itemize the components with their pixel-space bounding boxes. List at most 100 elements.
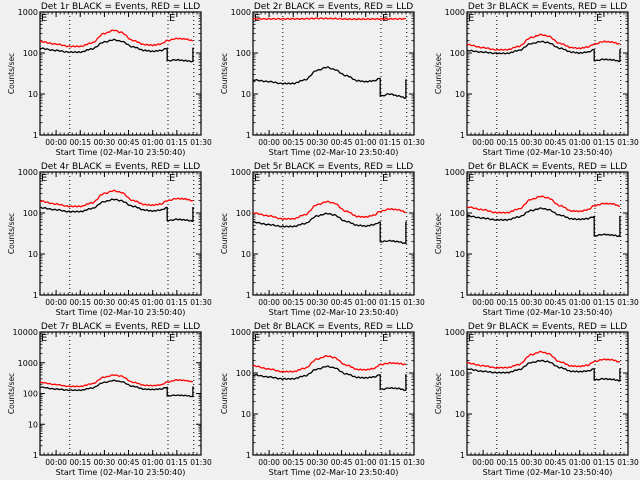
e-marker-label: E — [41, 13, 47, 24]
y-tick-label: 100 — [23, 390, 38, 399]
series-events-line — [40, 38, 194, 63]
x-tick-label: 00:45 — [331, 138, 353, 147]
x-tick-label: 01:15 — [593, 138, 615, 147]
x-tick-label: 00:45 — [118, 458, 140, 467]
x-tick-label: 01:00 — [355, 138, 377, 147]
e-marker-label: E — [596, 173, 602, 184]
e-marker-label: E — [254, 173, 260, 184]
x-tick-label: 00:00 — [258, 138, 280, 147]
series-lld-line — [466, 33, 621, 51]
series-lld-line — [40, 189, 193, 208]
series-lld-line — [39, 374, 193, 388]
x-tick-label: 00:15 — [282, 298, 304, 307]
y-tick-label: 1 — [246, 131, 251, 140]
series-events-line — [466, 40, 621, 63]
y-axis-label: Counts/sec — [220, 373, 229, 414]
plot-frame — [466, 331, 629, 456]
x-axis-label: Start Time (02-Mar-10 23:50:40) — [269, 148, 399, 157]
x-axis-label: Start Time (02-Mar-10 23:50:40) — [56, 308, 186, 317]
x-tick-label: 00:45 — [545, 298, 567, 307]
x-tick-label: 00:30 — [521, 298, 543, 307]
x-tick-label: 00:15 — [282, 138, 304, 147]
y-tick-label: 10 — [241, 250, 251, 259]
chart-panel: Det 5r BLACK = Events, RED = LLD 1 10 100 10… — [220, 162, 425, 317]
x-tick-label: 00:30 — [94, 298, 116, 307]
x-tick-label: 01:30 — [617, 138, 639, 147]
chart-title: Det 6r BLACK = Events, RED = LLD — [468, 162, 627, 172]
series-lld-line — [40, 29, 194, 48]
x-tick-label: 01:30 — [403, 458, 425, 467]
y-tick-label: 1000 — [445, 168, 465, 177]
e-marker-label: E — [468, 173, 474, 184]
y-tick-label: 1 — [33, 131, 38, 140]
y-axis-label: Counts/sec — [7, 213, 16, 254]
e-marker-label: E — [468, 13, 474, 24]
x-tick-label: 00:15 — [496, 458, 518, 467]
plot-frame — [252, 11, 415, 136]
x-axis-label: Start Time (02-Mar-10 23:50:40) — [483, 148, 613, 157]
y-tick-label: 1000 — [445, 8, 465, 17]
e-marker-label: E — [169, 13, 175, 24]
x-tick-label: 00:15 — [69, 138, 91, 147]
x-tick-label: 01:00 — [569, 138, 591, 147]
x-tick-label: 00:45 — [331, 298, 353, 307]
series-lld-line — [466, 350, 621, 369]
x-tick-label: 00:15 — [282, 458, 304, 467]
y-tick-label: 1 — [460, 131, 465, 140]
y-tick-label: 1000 — [445, 328, 465, 337]
x-tick-label: 00:15 — [69, 298, 91, 307]
series-lld-line — [252, 17, 407, 21]
plot-frame — [252, 331, 415, 456]
chart-title: Det 8r BLACK = Events, RED = LLD — [254, 322, 413, 332]
e-marker-label: E — [41, 333, 47, 344]
chart-panel: Det 3r BLACK = Events, RED = LLD 1 10 100 10… — [434, 2, 639, 157]
e-marker-label: E — [382, 333, 388, 344]
y-tick-label: 100 — [236, 369, 251, 378]
x-tick-label: 00:00 — [45, 458, 67, 467]
x-axis-label: Start Time (02-Mar-10 23:50:40) — [269, 308, 399, 317]
e-marker-label: E — [254, 13, 260, 24]
y-tick-label: 100 — [23, 49, 38, 58]
series-events-line — [39, 379, 194, 398]
e-marker-label: E — [382, 173, 388, 184]
y-tick-label: 1000 — [18, 8, 38, 17]
y-tick-label: 100 — [236, 209, 251, 218]
chart-panel: Det 6r BLACK = Events, RED = LLD 1 10 100 10… — [434, 162, 639, 317]
series-events-line — [252, 212, 407, 245]
x-tick-label: 00:00 — [258, 458, 280, 467]
y-tick-label: 100 — [450, 209, 465, 218]
chart-panel: Det 7r BLACK = Events, RED = LLD 1 10 100 10… — [7, 322, 212, 477]
series-events-line — [466, 359, 621, 382]
y-tick-label: 10 — [28, 90, 38, 99]
x-tick-label: 00:00 — [258, 298, 280, 307]
x-tick-label: 01:15 — [379, 138, 401, 147]
y-tick-label: 1000 — [231, 328, 251, 337]
x-tick-label: 01:00 — [355, 298, 377, 307]
y-tick-label: 1 — [33, 451, 38, 460]
x-tick-label: 00:00 — [472, 298, 494, 307]
e-marker-label: E — [254, 333, 260, 344]
y-axis-label: Counts/sec — [220, 53, 229, 94]
x-tick-label: 00:15 — [69, 458, 91, 467]
x-tick-label: 00:30 — [521, 138, 543, 147]
x-tick-label: 01:15 — [166, 138, 188, 147]
x-tick-label: 01:15 — [593, 298, 615, 307]
x-tick-label: 01:30 — [403, 298, 425, 307]
chart-title: Det 1r BLACK = Events, RED = LLD — [41, 2, 200, 12]
x-tick-label: 00:45 — [545, 138, 567, 147]
x-tick-label: 01:15 — [379, 298, 401, 307]
plot-frame — [39, 171, 202, 296]
y-tick-label: 1 — [246, 291, 251, 300]
y-tick-label: 100 — [450, 369, 465, 378]
y-tick-label: 10 — [241, 410, 251, 419]
y-tick-label: 1000 — [18, 359, 38, 368]
y-tick-label: 1000 — [231, 8, 251, 17]
x-tick-label: 01:00 — [569, 458, 591, 467]
x-tick-label: 01:00 — [569, 298, 591, 307]
x-tick-label: 00:30 — [307, 298, 329, 307]
y-tick-label: 10 — [455, 90, 465, 99]
x-tick-label: 01:00 — [142, 138, 164, 147]
e-marker-label: E — [169, 333, 175, 344]
series-lld-line — [466, 195, 621, 214]
